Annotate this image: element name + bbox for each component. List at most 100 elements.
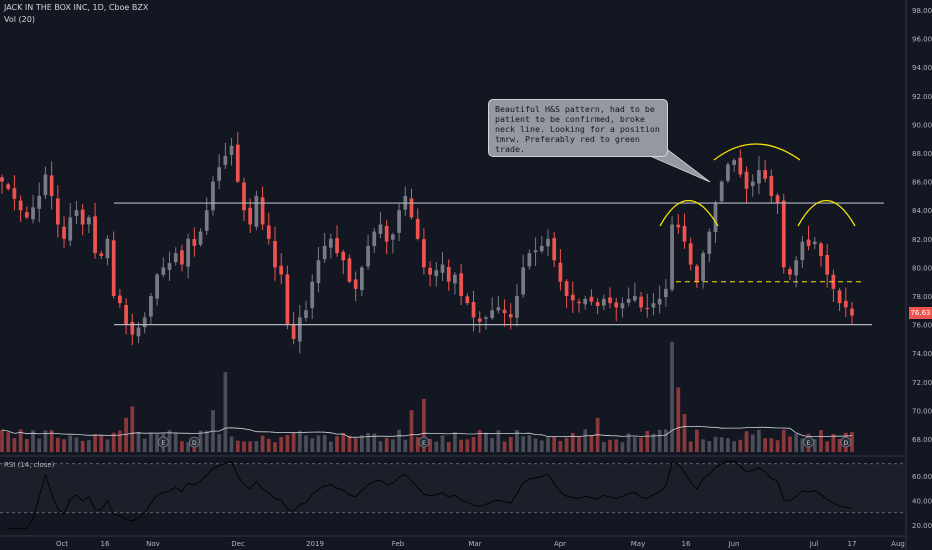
volume-ma-line — [1, 425, 853, 438]
candle-body — [297, 317, 302, 342]
candle-body — [701, 253, 705, 281]
candle-body — [359, 267, 364, 291]
volume-bar — [6, 432, 11, 452]
volume-bar — [453, 432, 457, 452]
candle-body — [409, 198, 414, 218]
candle-body — [173, 253, 178, 263]
volume-bar — [676, 387, 681, 452]
volume-bar — [422, 398, 426, 452]
volume-bar — [359, 435, 364, 452]
volume-bar — [105, 439, 110, 452]
candle-body — [515, 296, 519, 318]
candle-body — [322, 245, 327, 260]
candle-body — [676, 224, 681, 228]
volume-bar — [763, 438, 767, 452]
volume-bar — [186, 442, 190, 452]
candle-body — [620, 303, 625, 309]
candle-body — [453, 274, 457, 284]
volume-bar — [682, 414, 687, 452]
annotation-callout[interactable]: Beautiful H&S pattern, had to be patient… — [488, 99, 668, 157]
volume-bar — [428, 438, 432, 452]
candle-body — [211, 181, 215, 211]
time-tick-label: 17 — [848, 540, 857, 548]
candle-body — [161, 267, 166, 275]
candle-body — [757, 170, 761, 184]
volume-bar — [601, 442, 606, 452]
event-marker — [803, 436, 814, 448]
volume-bar — [173, 432, 178, 452]
candle-body — [391, 234, 395, 240]
candle-body — [546, 238, 550, 247]
candle-body — [657, 298, 662, 305]
candle-body — [55, 198, 60, 225]
volume-bar — [341, 432, 346, 452]
volume-bar — [74, 437, 79, 452]
candle-body — [198, 231, 203, 245]
volume-bar — [527, 435, 532, 452]
candle-body — [378, 224, 383, 234]
price-tick-label: 74.00 — [912, 350, 932, 358]
candle-body — [415, 218, 420, 239]
volume-bar — [55, 437, 60, 452]
candle-body — [167, 263, 172, 270]
candle-body — [229, 145, 234, 155]
price-tick-label: 98.00 — [912, 7, 932, 15]
candle-body — [43, 174, 48, 196]
candle-body — [732, 160, 736, 165]
volume-bar — [775, 440, 780, 452]
candle-body — [328, 238, 333, 248]
volume-bar — [515, 430, 519, 452]
volume-bar — [831, 433, 836, 452]
candle-body — [242, 182, 246, 211]
price-tick-label: 78.00 — [912, 293, 932, 301]
volume-bar — [539, 440, 544, 452]
candle-body — [142, 317, 147, 328]
volume-bar — [24, 438, 29, 452]
candle-body — [781, 200, 786, 268]
volume-bar — [651, 433, 656, 452]
volume-bar — [521, 436, 526, 452]
candle-body — [570, 294, 575, 301]
volume-bar — [62, 439, 66, 452]
volume-bar — [589, 434, 594, 452]
candle-body — [496, 307, 501, 311]
candle-body — [664, 288, 668, 298]
candle-body — [651, 303, 656, 308]
candle-body — [366, 245, 370, 267]
candle-body — [843, 300, 848, 308]
volume-bar — [328, 441, 333, 452]
candle-body — [508, 314, 513, 318]
volume-bar — [204, 430, 209, 452]
rsi-legend: RSI (14, close) — [4, 461, 55, 469]
candle-body — [49, 175, 54, 196]
volume-bar — [68, 435, 73, 452]
volume-bar — [465, 439, 470, 452]
candle-body — [124, 305, 128, 325]
volume-bar — [695, 429, 699, 452]
candle-body — [37, 195, 42, 209]
volume-bar — [757, 429, 761, 452]
volume-bar — [639, 437, 643, 452]
volume-bar — [614, 439, 619, 452]
candle-body — [670, 224, 674, 290]
rsi-tick-label: 40.00 — [912, 498, 932, 506]
candle-body — [6, 184, 11, 189]
candle-body — [12, 188, 17, 199]
event-marker — [157, 436, 169, 448]
candle-body — [527, 253, 532, 267]
volume-bar — [335, 436, 339, 452]
candle-body — [583, 298, 588, 305]
candle-body — [459, 273, 463, 296]
volume-bar — [459, 439, 463, 452]
volume-bar — [304, 435, 308, 452]
event-marker-label: E — [807, 440, 811, 447]
volume-bar — [701, 439, 705, 452]
candle-body — [434, 270, 439, 277]
candle-body — [601, 298, 606, 306]
volume-bar — [477, 430, 482, 452]
time-tick-label: Feb — [392, 540, 405, 548]
volume-bar — [403, 439, 408, 452]
volume-bar — [570, 432, 575, 452]
volume-bar — [577, 436, 581, 452]
